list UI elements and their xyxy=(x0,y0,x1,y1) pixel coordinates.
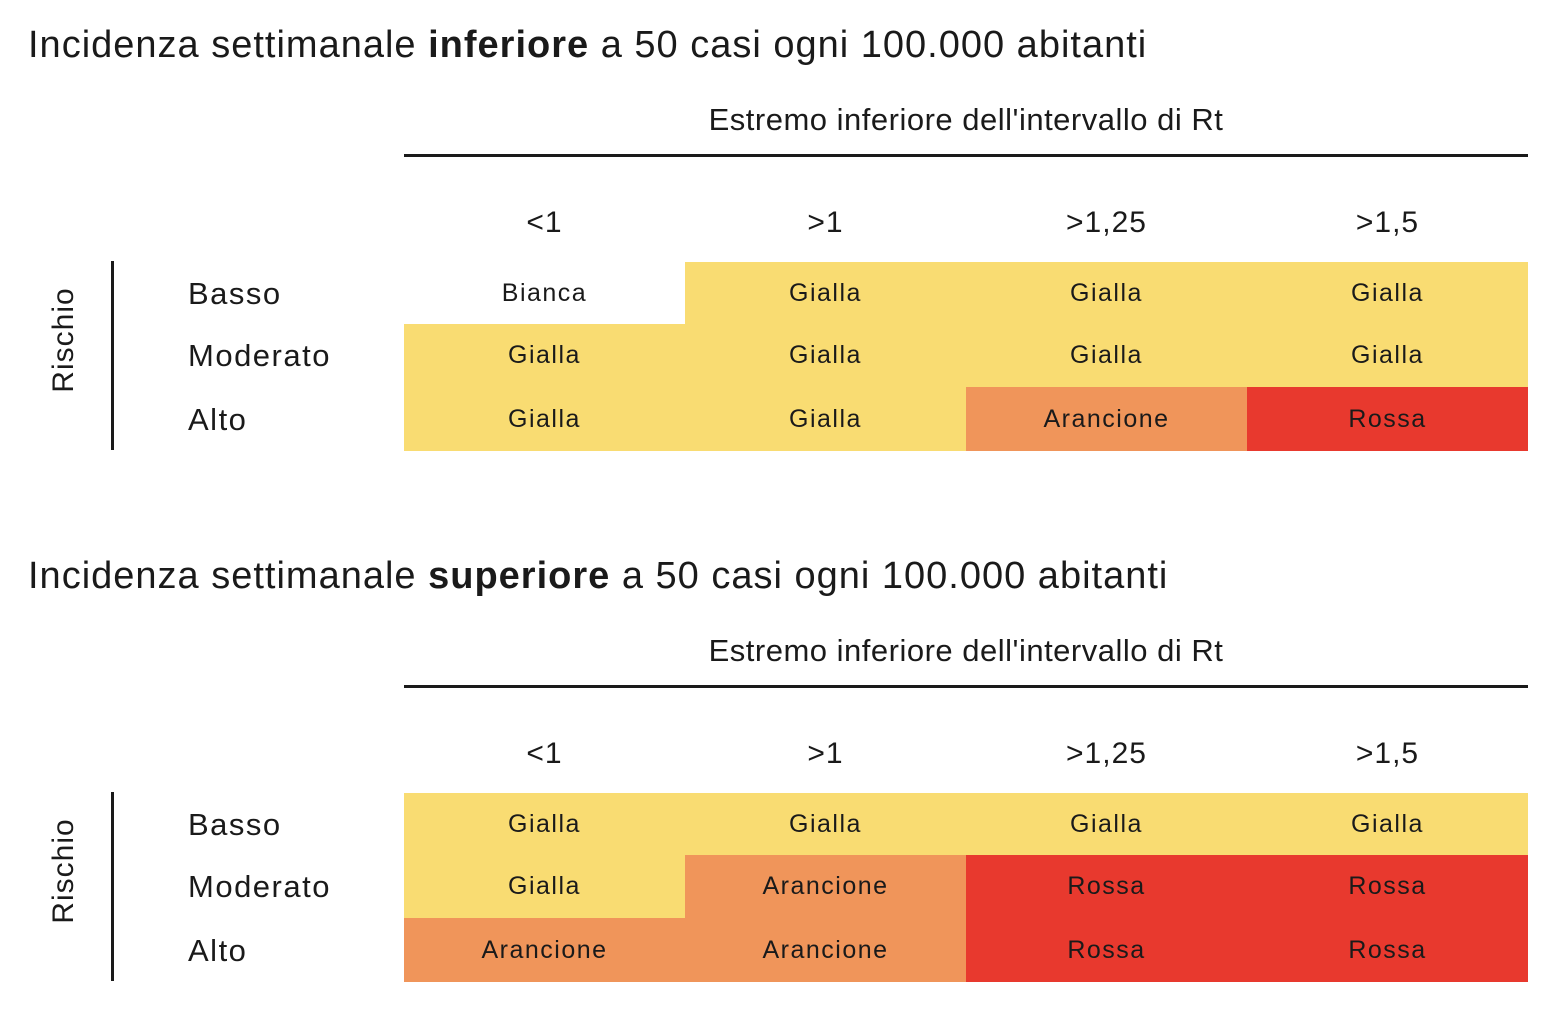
row-axis-title: Rischio xyxy=(34,285,94,395)
cell-moderato-col1: Gialla xyxy=(404,855,685,918)
column-header-1: <1 xyxy=(526,206,563,239)
panel-title: Incidenza settimanale superiore a 50 cas… xyxy=(28,551,1168,601)
cell-basso-col4: Gialla xyxy=(1247,262,1528,324)
column-header-3: >1,25 xyxy=(1066,206,1147,239)
row-label-basso: Basso xyxy=(188,807,282,842)
cell-basso-col1: Bianca xyxy=(404,262,685,324)
cell-moderato-col2: Gialla xyxy=(685,324,966,387)
cell-alto-col2: Gialla xyxy=(685,387,966,451)
row-axis-bar xyxy=(111,261,114,450)
row-label-moderato: Moderato xyxy=(188,338,331,373)
cell-moderato-col4: Rossa xyxy=(1247,855,1528,918)
title-prefix: Incidenza settimanale xyxy=(28,555,429,597)
title-suffix: a 50 casi ogni 100.000 abitanti xyxy=(610,555,1169,597)
row-label-basso: Basso xyxy=(188,276,282,311)
cell-moderato-col1: Gialla xyxy=(404,324,685,387)
cell-alto-col1: Gialla xyxy=(404,387,685,451)
cell-basso-col3: Gialla xyxy=(966,793,1247,855)
title-bold-word: inferiore xyxy=(428,24,590,66)
column-header-1: <1 xyxy=(526,737,563,770)
cell-alto-col4: Rossa xyxy=(1247,918,1528,982)
column-header-4: >1,5 xyxy=(1355,206,1420,239)
cell-alto-col3: Rossa xyxy=(966,918,1247,982)
column-header-2: >1 xyxy=(807,737,844,770)
cell-alto-col2: Arancione xyxy=(685,918,966,982)
row-axis-title-text: Rischio xyxy=(47,287,80,393)
cell-moderato-col3: Rossa xyxy=(966,855,1247,918)
row-label-moderato: Moderato xyxy=(188,869,331,904)
row-label-alto: Alto xyxy=(188,402,248,437)
cell-basso-col1: Gialla xyxy=(404,793,685,855)
title-prefix: Incidenza settimanale xyxy=(28,24,429,66)
table-panel-inferiore: Incidenza settimanale inferiore a 50 cas… xyxy=(0,0,1564,500)
cell-alto-col1: Arancione xyxy=(404,918,685,982)
column-axis-title: Estremo inferiore dell'intervallo di Rt xyxy=(708,633,1224,668)
table-panel-superiore: Incidenza settimanale superiore a 50 cas… xyxy=(0,531,1564,1031)
cell-moderato-col3: Gialla xyxy=(966,324,1247,387)
cell-moderato-col2: Arancione xyxy=(685,855,966,918)
cell-basso-col3: Gialla xyxy=(966,262,1247,324)
cell-alto-col3: Arancione xyxy=(966,387,1247,451)
column-axis-title: Estremo inferiore dell'intervallo di Rt xyxy=(708,102,1224,137)
column-header-2: >1 xyxy=(807,206,844,239)
row-axis-bar xyxy=(111,792,114,981)
title-bold-word: superiore xyxy=(428,555,611,597)
column-header-4: >1,5 xyxy=(1355,737,1420,770)
axis-rule xyxy=(404,685,1528,688)
cell-moderato-col4: Gialla xyxy=(1247,324,1528,387)
cell-basso-col4: Gialla xyxy=(1247,793,1528,855)
cell-alto-col4: Rossa xyxy=(1247,387,1528,451)
row-label-alto: Alto xyxy=(188,933,248,968)
column-header-3: >1,25 xyxy=(1066,737,1147,770)
axis-rule xyxy=(404,154,1528,157)
cell-basso-col2: Gialla xyxy=(685,262,966,324)
row-axis-title: Rischio xyxy=(34,816,94,926)
title-suffix: a 50 casi ogni 100.000 abitanti xyxy=(589,24,1148,66)
row-axis-title-text: Rischio xyxy=(47,818,80,924)
cell-basso-col2: Gialla xyxy=(685,793,966,855)
panel-title: Incidenza settimanale inferiore a 50 cas… xyxy=(28,20,1147,70)
